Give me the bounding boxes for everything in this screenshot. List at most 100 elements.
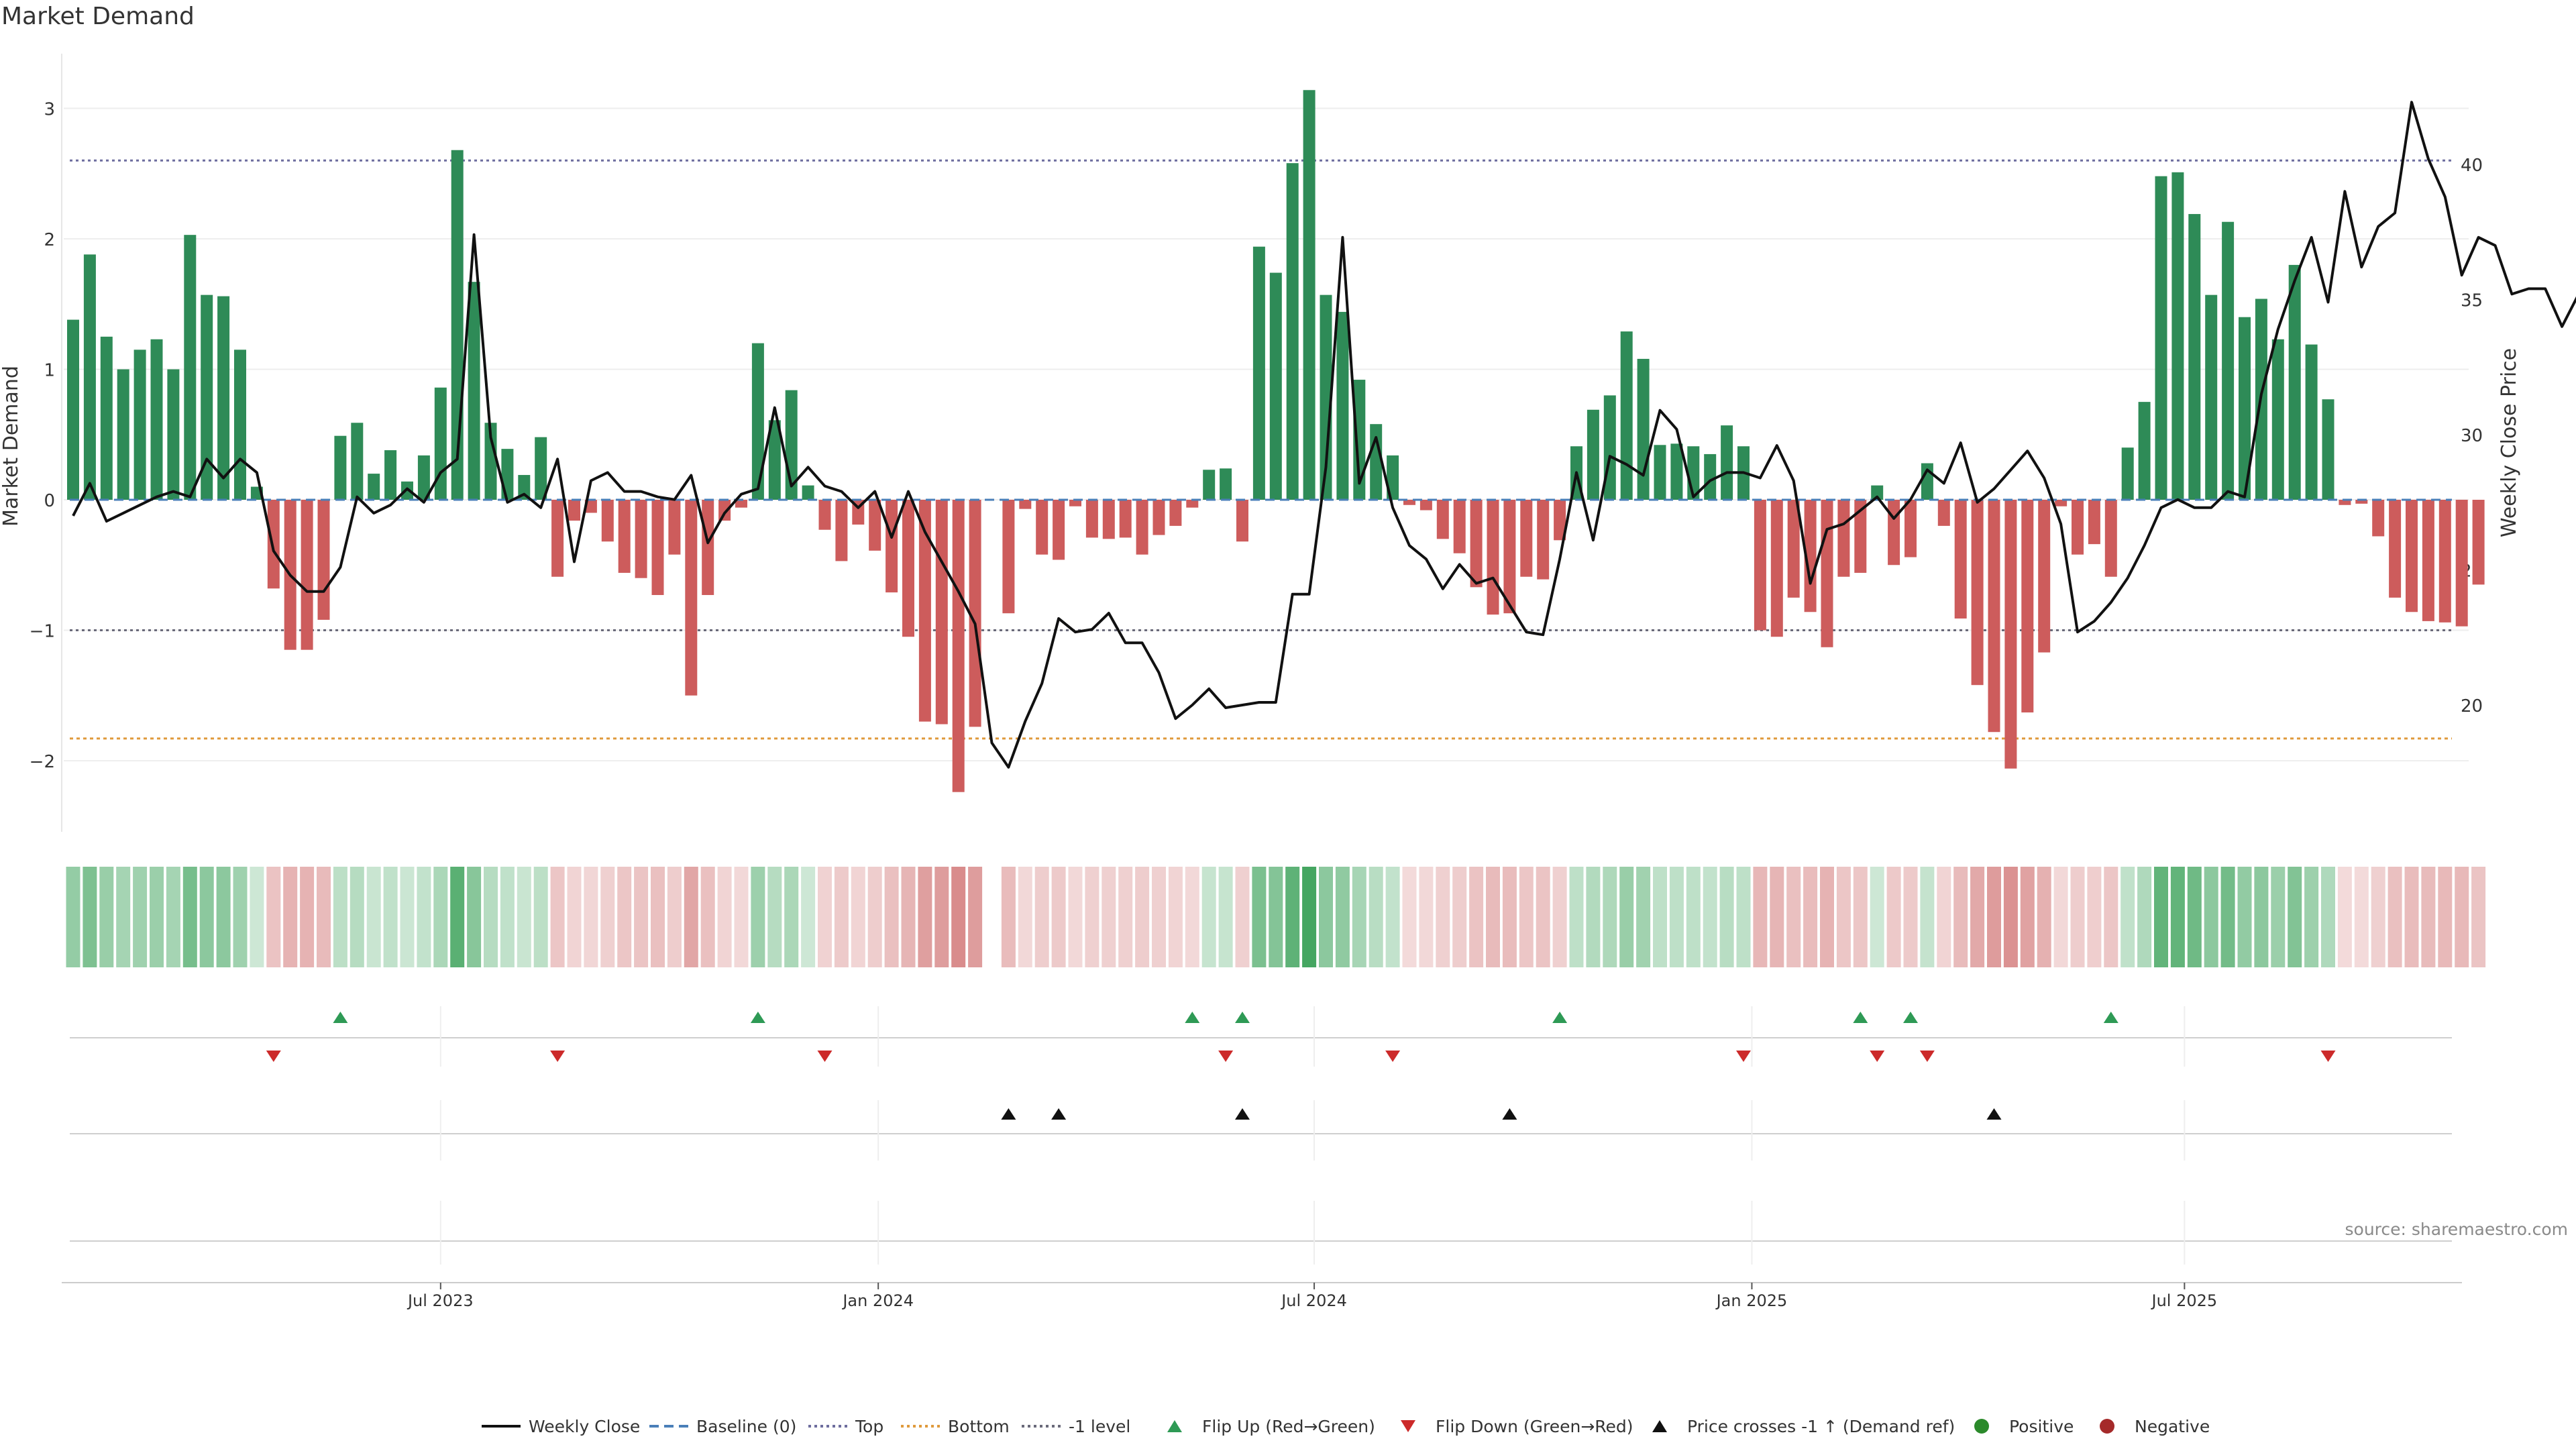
heat-cell bbox=[1368, 867, 1383, 967]
y-tick-label: 2 bbox=[44, 230, 55, 250]
flip-down-marker bbox=[1870, 1051, 1885, 1062]
heat-cell bbox=[784, 867, 799, 967]
demand-bar bbox=[1954, 500, 1967, 619]
heat-cell bbox=[2220, 867, 2235, 967]
demand-bar bbox=[1704, 453, 1717, 500]
legend-item: Weekly Close bbox=[482, 1417, 640, 1436]
heat-cell bbox=[1703, 867, 1717, 967]
demand-bar bbox=[818, 500, 831, 530]
demand-bar bbox=[2455, 500, 2468, 627]
heat-cell bbox=[2371, 867, 2385, 967]
heat-cell bbox=[1319, 867, 1333, 967]
heat-cell bbox=[1034, 867, 1049, 967]
heat-cell bbox=[1001, 867, 1016, 967]
heat-cell bbox=[2154, 867, 2168, 967]
demand-bar bbox=[1002, 500, 1015, 614]
heat-cell bbox=[1252, 867, 1267, 967]
flip-down-marker bbox=[266, 1051, 281, 1062]
demand-bar bbox=[685, 500, 698, 696]
demand-bar bbox=[618, 500, 631, 573]
demand-bar bbox=[2088, 500, 2100, 545]
legend-item: Top bbox=[808, 1417, 883, 1436]
demand-bar bbox=[334, 435, 347, 500]
demand-bar bbox=[184, 235, 197, 500]
heat-cell bbox=[1803, 867, 1818, 967]
heat-cell bbox=[1469, 867, 1484, 967]
demand-bar bbox=[1854, 500, 1867, 573]
demand-bar bbox=[1520, 500, 1533, 577]
demand-bar bbox=[1303, 90, 1316, 500]
demand-bar bbox=[2438, 500, 2451, 623]
heat-cell bbox=[1152, 867, 1166, 967]
heat-cell bbox=[467, 867, 482, 967]
heat-cell bbox=[884, 867, 899, 967]
demand-bar bbox=[1036, 500, 1049, 555]
x-tick-label: Jul 2025 bbox=[2151, 1291, 2218, 1310]
demand-bar bbox=[651, 500, 664, 595]
demand-bar bbox=[952, 500, 965, 792]
demand-bar bbox=[568, 500, 580, 521]
demand-bar bbox=[751, 343, 764, 500]
heat-cell bbox=[2288, 867, 2302, 967]
heat-cell bbox=[617, 867, 632, 967]
demand-bar bbox=[718, 500, 731, 521]
heat-cell bbox=[333, 867, 347, 967]
demand-bar bbox=[117, 369, 129, 500]
heat-cell bbox=[951, 867, 966, 967]
demand-bar bbox=[351, 423, 364, 500]
flip-down-marker bbox=[1218, 1051, 1234, 1062]
y-axis-label: Market Demand bbox=[0, 366, 23, 527]
demand-bar bbox=[83, 254, 96, 500]
demand-bar bbox=[1721, 425, 1733, 500]
heat-cell bbox=[1269, 867, 1283, 967]
demand-bar bbox=[1670, 443, 1683, 500]
demand-bar bbox=[67, 319, 79, 500]
heat-cell bbox=[99, 867, 114, 967]
heat-cell bbox=[83, 867, 97, 967]
legend-label: Baseline (0) bbox=[696, 1417, 796, 1436]
flip-up-marker bbox=[1903, 1012, 1918, 1023]
heat-cell bbox=[1569, 867, 1584, 967]
heat-cell bbox=[1085, 867, 1099, 967]
legend-item: Bottom bbox=[901, 1417, 1010, 1436]
legend-label: Bottom bbox=[948, 1417, 1010, 1436]
heat-cell bbox=[517, 867, 531, 967]
heat-cell bbox=[500, 867, 515, 967]
demand-bar bbox=[2121, 447, 2134, 500]
heat-cell bbox=[2020, 867, 2035, 967]
heat-cell bbox=[450, 867, 465, 967]
demand-bar bbox=[2406, 500, 2418, 612]
demand-bar bbox=[2239, 317, 2251, 500]
legend-label: Flip Up (Red→Green) bbox=[1202, 1417, 1375, 1436]
demand-bar bbox=[1085, 500, 1098, 538]
heat-cell bbox=[851, 867, 865, 967]
flip-down-marker bbox=[817, 1051, 833, 1062]
heat-cell bbox=[1686, 867, 1701, 967]
demand-bar bbox=[1770, 500, 1783, 637]
heat-cell bbox=[1937, 867, 1951, 967]
heat-cell bbox=[250, 867, 264, 967]
heat-cell bbox=[1419, 867, 1434, 967]
demand-bar bbox=[1787, 500, 1800, 598]
demand-bar bbox=[902, 500, 914, 637]
flip-up-marker bbox=[1552, 1012, 1568, 1023]
y-tick-label: −1 bbox=[30, 622, 55, 642]
demand-bar bbox=[100, 336, 113, 500]
heat-cell bbox=[1619, 867, 1634, 967]
heat-cell bbox=[2204, 867, 2218, 967]
demand-bar bbox=[1888, 500, 1900, 566]
heat-cell bbox=[2087, 867, 2102, 967]
demand-bar bbox=[518, 475, 531, 500]
heat-cell bbox=[1786, 867, 1801, 967]
demand-bar bbox=[267, 500, 280, 589]
legend-label: Top bbox=[855, 1417, 883, 1436]
demand-bar bbox=[1252, 246, 1265, 500]
demand-bar bbox=[1102, 500, 1115, 539]
heat-cell bbox=[684, 867, 698, 967]
heat-cell bbox=[1753, 867, 1768, 967]
heat-cell bbox=[918, 867, 932, 967]
demand-bar bbox=[635, 500, 647, 578]
demand-bar bbox=[1804, 500, 1817, 612]
heat-cell bbox=[1586, 867, 1601, 967]
demand-bar bbox=[2072, 500, 2084, 555]
